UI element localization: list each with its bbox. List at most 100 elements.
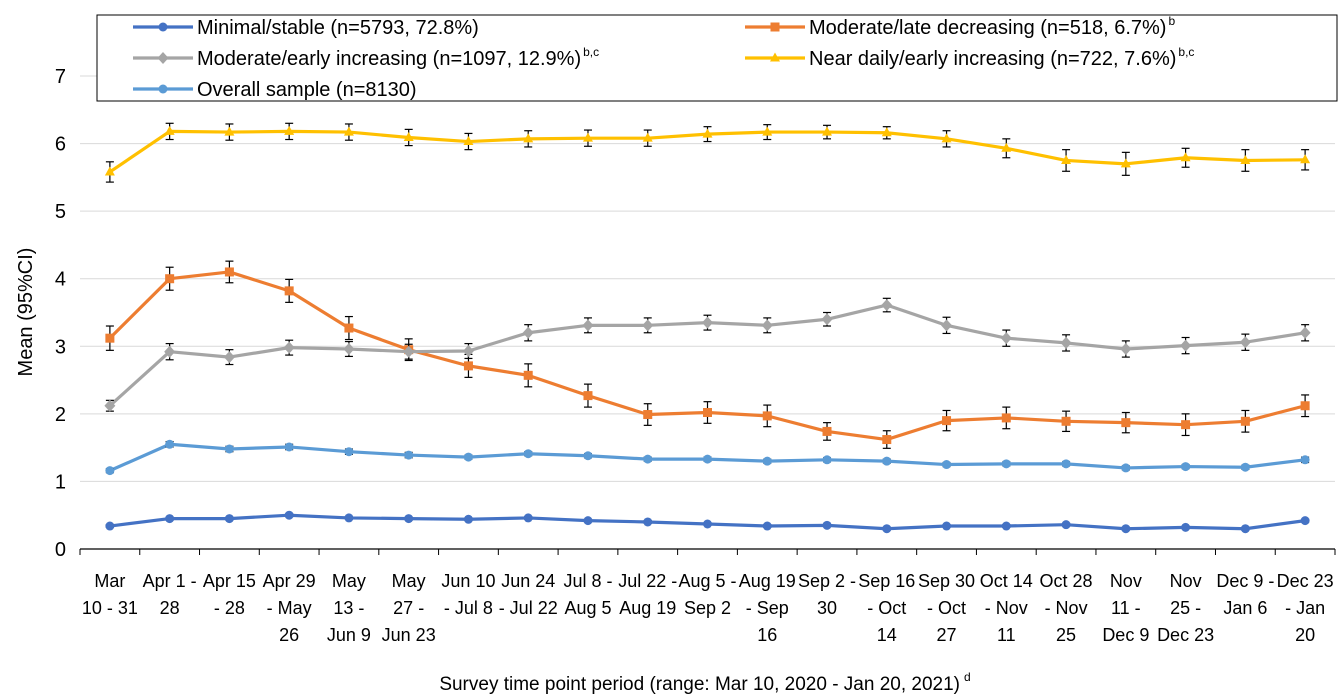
x-tick-label: Oct 14 - Nov 11	[980, 571, 1033, 645]
data-point-marker	[1240, 416, 1250, 426]
data-point-marker	[762, 411, 772, 421]
x-tick-label: Nov 11 - Dec 9	[1102, 571, 1149, 645]
x-axis-label: Survey time point period (range: Mar 10,…	[439, 670, 970, 695]
data-point-marker	[284, 125, 295, 135]
data-point-marker	[1300, 154, 1311, 164]
legend-label: Moderate/late decreasing (n=518, 6.7%) b	[809, 14, 1175, 39]
data-point-marker	[821, 313, 833, 326]
legend-item-1: Moderate/late decreasing (n=518, 6.7%) b	[745, 14, 1175, 39]
data-point-marker	[343, 342, 355, 355]
legend-label-superscript: b,c	[583, 45, 599, 59]
data-point-marker	[523, 449, 533, 459]
x-tick-label-line: 11	[997, 625, 1016, 645]
data-point-marker	[1181, 522, 1191, 532]
data-point-marker	[404, 450, 414, 460]
data-point-marker	[643, 454, 653, 464]
x-tick-label-line: Jul 8 -	[563, 571, 612, 591]
legend-label-text: Moderate/late decreasing (n=518, 6.7%)	[809, 17, 1166, 39]
x-tick-label-line: Aug 19	[619, 598, 676, 618]
x-tick-label-line: - Nov	[1045, 598, 1088, 618]
x-tick-label-line: 27	[937, 625, 957, 645]
data-point-marker	[1001, 459, 1011, 469]
y-tick-label: 6	[55, 134, 66, 156]
x-tick-label-line: 25	[1056, 625, 1076, 645]
legend-label: Minimal/stable (n=5793, 72.8%)	[197, 17, 479, 39]
x-tick-label-line: - May	[267, 598, 312, 618]
x-tick-label-line: Dec 23	[1277, 571, 1334, 591]
data-point-marker	[1001, 521, 1011, 531]
data-point-marker	[762, 126, 773, 136]
data-point-marker	[643, 410, 653, 420]
x-tick-label-line: - Oct	[927, 598, 966, 618]
data-point-marker	[523, 133, 534, 143]
data-point-marker	[158, 22, 168, 32]
data-point-marker	[703, 408, 712, 418]
data-point-marker	[941, 133, 952, 143]
data-point-marker	[343, 126, 354, 136]
x-tick-label-line: 26	[279, 625, 299, 645]
data-point-marker	[761, 319, 773, 332]
x-tick-label-line: Apr 1 -	[143, 571, 197, 591]
data-point-marker	[158, 84, 168, 94]
x-tick-label-line: - Jul 22	[499, 598, 558, 618]
data-point-marker	[1061, 416, 1071, 426]
data-point-marker	[881, 127, 892, 137]
x-tick-label-line: Jul 22 -	[618, 571, 677, 591]
x-tick-label-line: Apr 15	[203, 571, 256, 591]
x-tick-label-line: Dec 9 -	[1216, 571, 1274, 591]
x-tick-label-line: Nov	[1170, 571, 1202, 591]
data-point-marker	[165, 274, 175, 284]
x-tick-label-line: 10 - 31	[82, 598, 138, 618]
x-tick-label-line: 25 -	[1170, 598, 1201, 618]
y-tick-label: 3	[55, 336, 66, 358]
x-tick-label-line: 11 -	[1111, 598, 1141, 618]
x-tick-label: Oct 28 - Nov 25	[1040, 571, 1093, 645]
data-point-marker	[284, 442, 294, 452]
legend-item-4: Overall sample (n=8130)	[133, 79, 417, 101]
series-0	[105, 510, 1310, 534]
data-point-marker	[1121, 418, 1131, 428]
legend-item-3: Near daily/early increasing (n=722, 7.6%…	[745, 45, 1194, 70]
x-tick-label-line: 27 -	[393, 598, 424, 618]
data-point-marker	[523, 513, 533, 523]
series-3	[104, 122, 1311, 183]
legend-label-text: Minimal/stable (n=5793, 72.8%)	[197, 17, 479, 39]
x-tick-label: Apr 29 - May 26	[263, 571, 316, 645]
x-tick-label: Aug 19 - Sep 16	[739, 571, 796, 645]
x-tick-label-line: Aug 19	[739, 571, 796, 591]
legend-item-0: Minimal/stable (n=5793, 72.8%)	[133, 17, 479, 39]
data-point-marker	[582, 319, 594, 332]
data-point-marker	[822, 126, 833, 136]
x-tick-label: Nov 25 - Dec 23	[1157, 571, 1214, 645]
y-tick-label: 5	[55, 201, 66, 223]
x-tick-label: Sep 16 - Oct 14	[858, 571, 915, 645]
data-point-marker	[105, 333, 115, 343]
data-point-marker	[942, 416, 952, 426]
data-point-marker	[1000, 332, 1012, 345]
x-tick-label-line: Jan 6	[1223, 598, 1267, 618]
x-tick-label: May 13 - Jun 9	[327, 571, 371, 645]
x-tick-label-line: Aug 5 -	[678, 571, 736, 591]
data-point-marker	[582, 132, 593, 142]
data-point-marker	[344, 447, 354, 457]
series-layer	[104, 122, 1311, 534]
x-tick-label: May 27 - Jun 23	[382, 571, 436, 645]
data-point-marker	[1120, 158, 1131, 168]
data-point-marker	[463, 452, 473, 462]
axis-labels: Mean (95%CI) Survey time point period (r…	[15, 248, 971, 695]
data-point-marker	[462, 345, 474, 358]
x-tick-label-line: 28	[160, 598, 180, 618]
series-4	[105, 439, 1310, 476]
x-tick-label: Dec 9 - Jan 6	[1216, 571, 1274, 618]
x-tick-label-line: Nov	[1110, 571, 1142, 591]
x-tick-label-line: - Jul 8	[444, 598, 493, 618]
data-point-marker	[1180, 152, 1191, 162]
data-point-marker	[284, 510, 294, 520]
x-tick-label-line: 30	[817, 598, 837, 618]
data-point-marker	[1181, 420, 1191, 430]
data-point-marker	[224, 444, 234, 454]
data-point-marker	[104, 166, 115, 176]
data-point-marker	[105, 466, 115, 476]
data-point-marker	[942, 460, 952, 470]
x-tick-label: Sep 2 - 30	[798, 571, 856, 618]
